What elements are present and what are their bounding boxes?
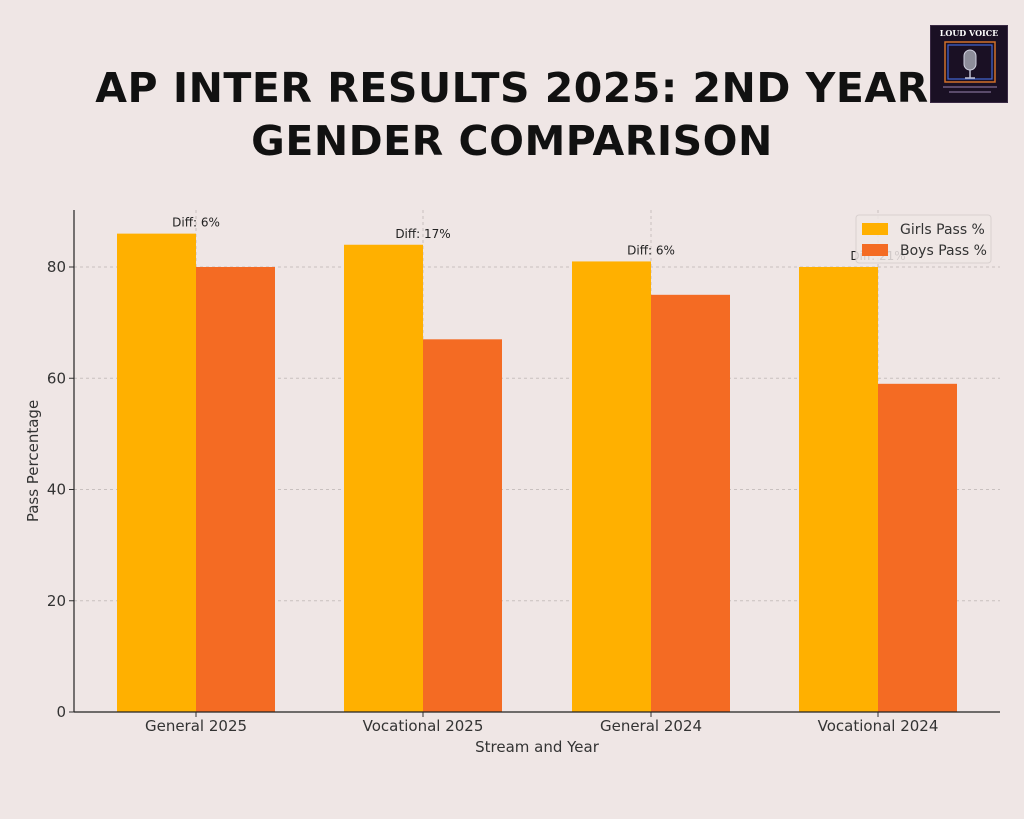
y-axis-label: Pass Percentage bbox=[24, 400, 42, 522]
y-tick-label: 40 bbox=[47, 481, 66, 499]
chart-title: AP INTER RESULTS 2025: 2ND YEAR GENDER C… bbox=[0, 62, 1024, 168]
bar-girls bbox=[572, 261, 651, 712]
y-tick-label: 80 bbox=[47, 258, 66, 276]
bar-girls bbox=[117, 233, 196, 712]
legend: Girls Pass % Boys Pass % bbox=[855, 214, 992, 264]
bar-girls bbox=[799, 267, 878, 712]
microphone-icon bbox=[943, 41, 997, 93]
diff-annotation: Diff: 17% bbox=[395, 227, 450, 241]
tick-labels: 0 20 40 60 80 General 2025 Vocational 2025 Gene… bbox=[47, 258, 938, 735]
legend-swatch bbox=[862, 223, 888, 235]
x-axis-label: Stream and Year bbox=[475, 738, 600, 756]
legend-box bbox=[855, 214, 992, 264]
diff-annotation: Diff: 6% bbox=[627, 243, 675, 257]
bar-boys bbox=[423, 339, 502, 712]
y-tick-label: 60 bbox=[47, 369, 66, 387]
y-tick-label: 0 bbox=[56, 703, 66, 721]
axes bbox=[69, 210, 1000, 717]
bar-girls bbox=[344, 244, 423, 712]
x-tick-label: Vocational 2025 bbox=[363, 717, 484, 735]
logo-text: LOUD VOICE bbox=[939, 28, 999, 38]
difference-annotations: Diff: 6%Diff: 17%Diff: 6%Diff: 21% bbox=[172, 216, 906, 263]
diff-annotation: Diff: 6% bbox=[172, 216, 220, 230]
x-tick-label: General 2024 bbox=[600, 717, 702, 735]
chart-title-line-2: GENDER COMPARISON bbox=[251, 117, 773, 165]
bars bbox=[117, 233, 957, 712]
legend-label: Girls Pass % bbox=[900, 222, 985, 238]
bar-boys bbox=[878, 383, 957, 712]
bar-boys bbox=[196, 267, 275, 712]
grid-lines bbox=[74, 210, 1000, 712]
chart-title-line-1: AP INTER RESULTS 2025: 2ND YEAR bbox=[95, 64, 929, 112]
x-tick-label: Vocational 2024 bbox=[818, 717, 939, 735]
legend-label: Boys Pass % bbox=[900, 243, 987, 259]
legend-swatch bbox=[862, 244, 888, 256]
loud-voice-logo: LOUD VOICE bbox=[930, 25, 1008, 103]
x-tick-label: General 2025 bbox=[145, 717, 247, 735]
bar-boys bbox=[651, 294, 730, 712]
y-tick-label: 20 bbox=[47, 592, 66, 610]
